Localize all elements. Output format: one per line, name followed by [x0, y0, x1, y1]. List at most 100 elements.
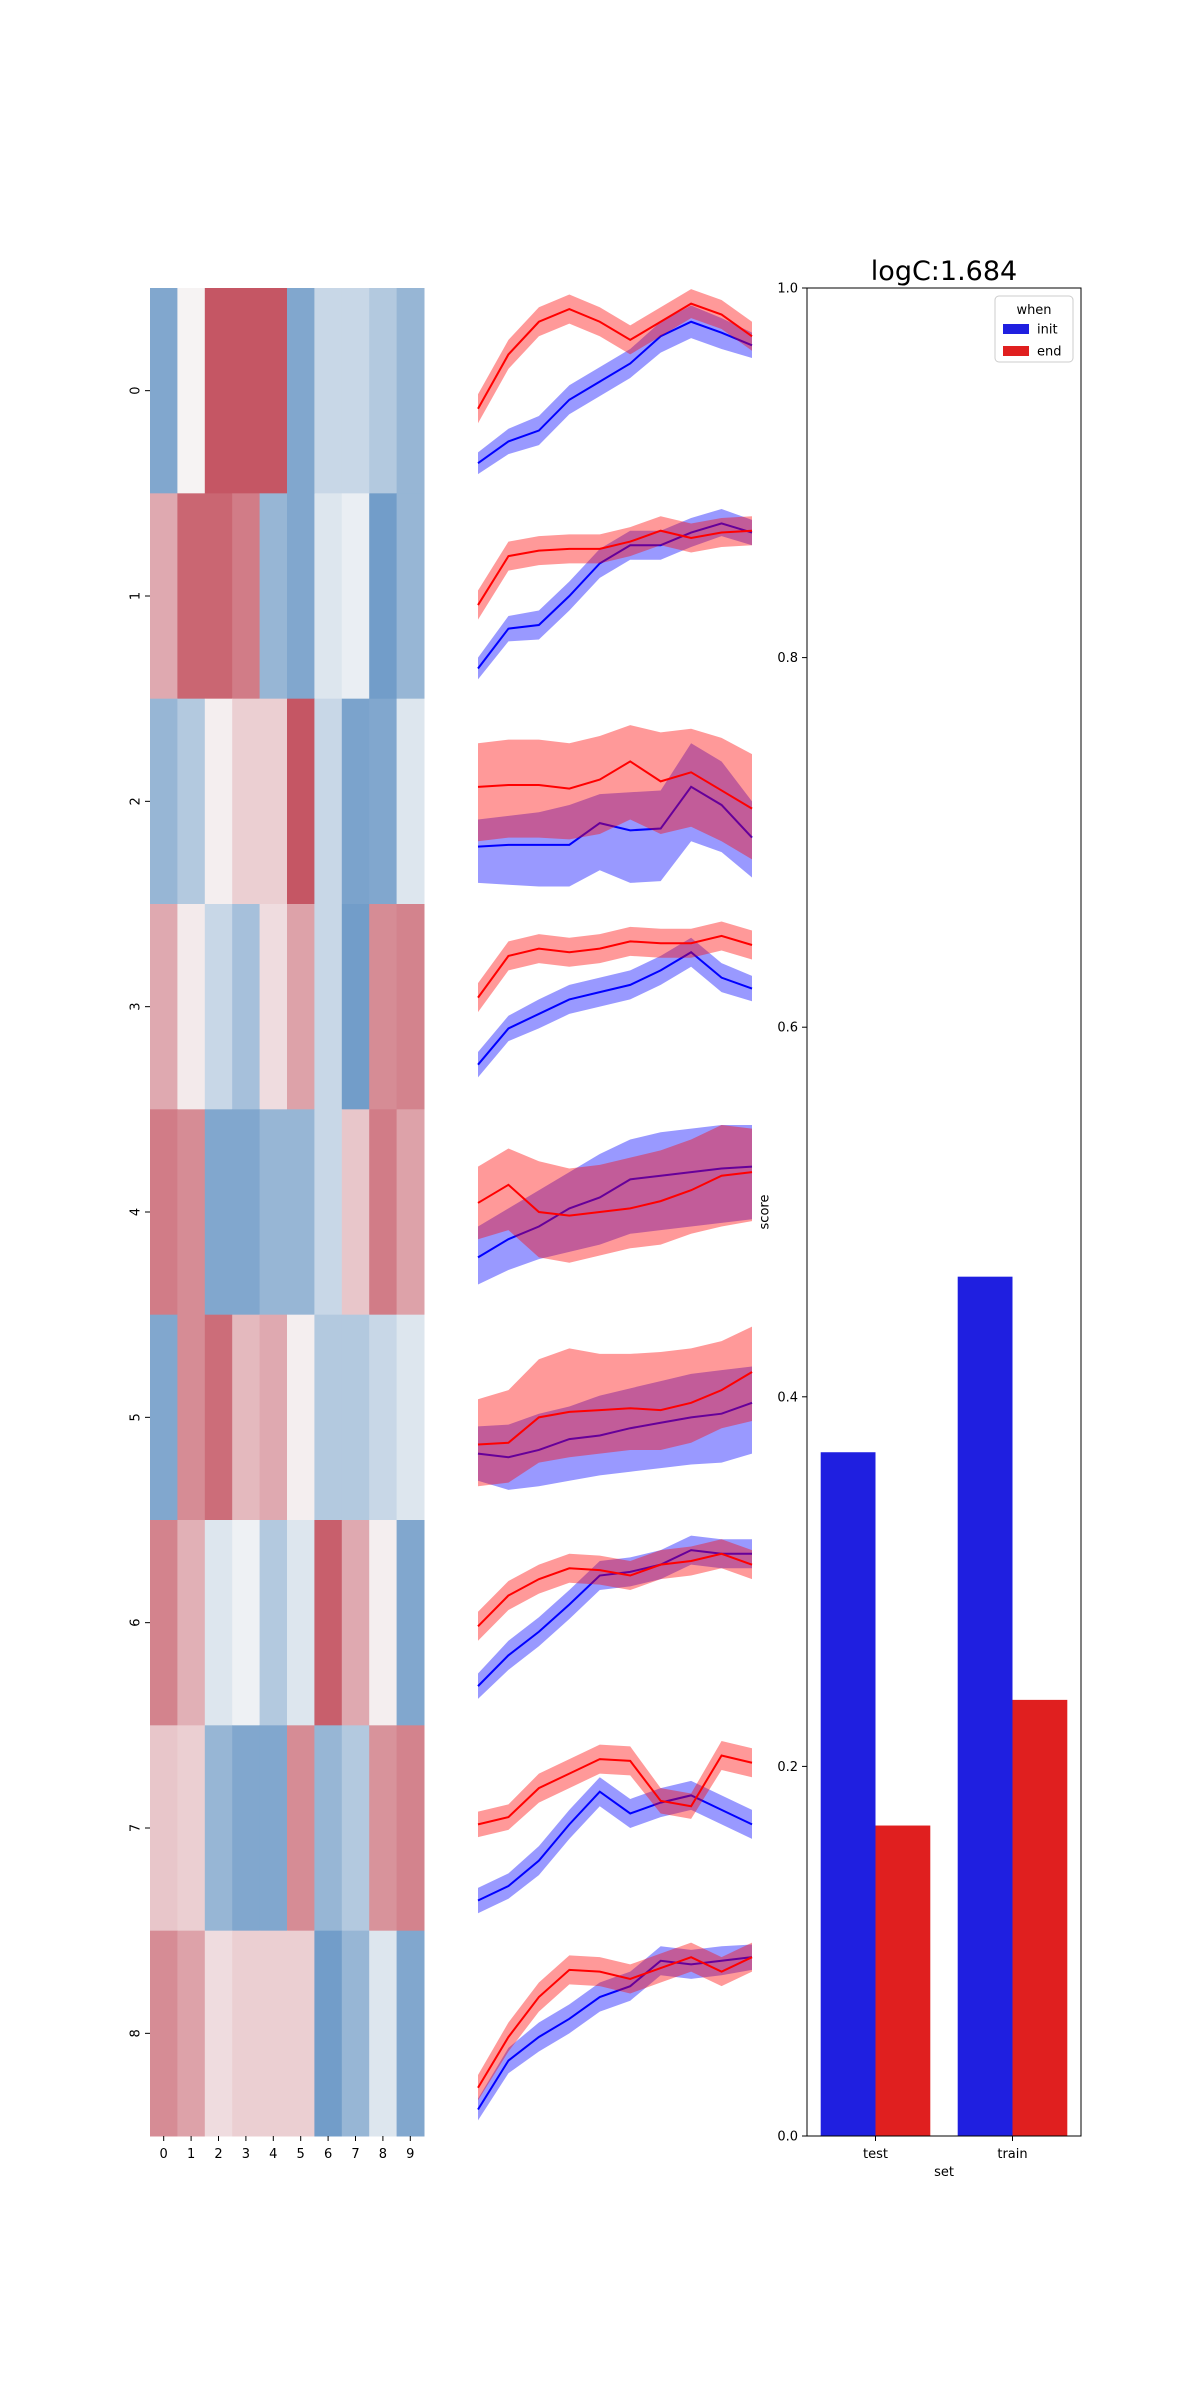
heatmap-cell — [287, 288, 315, 494]
heatmap-row-label: 3 — [129, 1003, 144, 1011]
heatmap-cell — [259, 1930, 288, 2137]
heatmap-cell — [150, 1930, 178, 2137]
heatmap-cell — [369, 1725, 398, 1932]
line-panel — [477, 725, 753, 887]
heatmap-cell — [396, 1109, 425, 1316]
line-panel — [477, 289, 753, 475]
series-end-line — [477, 1754, 753, 1826]
series-init-band — [478, 305, 752, 475]
heatmap-cell — [177, 288, 206, 494]
heatmap-cell — [287, 1520, 315, 1726]
line-panel — [477, 921, 753, 1078]
legend: when init end — [994, 295, 1074, 363]
series-init-band — [478, 743, 752, 887]
heatmap-column-label: 9 — [406, 2147, 414, 2162]
line-panel — [477, 1326, 753, 1490]
heatmap-cell — [232, 1520, 261, 1726]
heatmap-cell — [314, 1109, 343, 1316]
heatmap-cell — [204, 493, 233, 700]
x-tick-label: test — [863, 2147, 888, 2162]
heatmap-cell — [287, 904, 315, 1110]
y-tick-label: 0.6 — [777, 1021, 798, 1036]
heatmap-cell — [287, 1930, 315, 2137]
series-end-band — [478, 289, 752, 424]
heatmap-cell — [150, 1314, 178, 1521]
y-axis-label: score — [758, 1195, 773, 1230]
x-tick-label: train — [997, 2147, 1027, 2162]
heatmap-cell — [259, 1520, 288, 1726]
heatmap — [150, 288, 425, 2137]
bar-init-test — [820, 1452, 876, 2136]
bar-end-test — [875, 1825, 931, 2136]
series-init-line — [477, 522, 753, 670]
series-init-band — [478, 508, 752, 680]
heatmap-cell — [396, 1520, 425, 1726]
series-init-line — [477, 1790, 753, 1902]
heatmap-column-label: 6 — [324, 2147, 332, 2162]
series-end-line — [477, 1552, 753, 1627]
series-init-band — [478, 937, 752, 1078]
series-end-line — [477, 934, 753, 999]
series-end-band — [478, 1124, 752, 1263]
line-panel — [477, 1740, 753, 1914]
heatmap-cell — [232, 1314, 261, 1521]
bar-chart: 0.0 0.2 0.4 0.6 0.8 1.0 test train set score logC:… — [758, 256, 1082, 2180]
heatmap-cell — [396, 698, 425, 905]
x-axis-label: set — [934, 2165, 954, 2180]
heatmap-cell — [287, 698, 315, 905]
heatmap-cell — [369, 1520, 398, 1726]
heatmap-cell — [177, 1725, 206, 1932]
series-end-band — [478, 516, 752, 620]
heatmap-row-ticks: 0 1 2 3 4 5 6 7 8 — [129, 387, 150, 2037]
legend-box — [994, 295, 1074, 363]
line-panel — [477, 508, 753, 680]
legend-label-end: end — [1037, 345, 1062, 360]
series-init-line — [477, 785, 753, 848]
series-init-line — [477, 951, 753, 1066]
series-init-line — [477, 1956, 753, 2111]
series-end-band — [478, 725, 752, 860]
series-init-band — [478, 1124, 752, 1285]
heatmap-cell — [150, 1109, 178, 1316]
bar-axes-frame — [806, 287, 1082, 2137]
heatmap-cell — [314, 1725, 343, 1932]
heatmap-cell — [204, 698, 233, 905]
heatmap-cell — [232, 904, 261, 1110]
heatmap-cell — [369, 288, 398, 494]
heatmap-cell — [369, 1930, 398, 2137]
heatmap-cell — [287, 1109, 315, 1316]
heatmap-row-label: 7 — [129, 1824, 144, 1832]
series-end-band — [478, 1539, 752, 1641]
heatmap-cell — [341, 493, 370, 700]
heatmap-cell — [341, 1314, 370, 1521]
bar-end-train — [1012, 1699, 1068, 2136]
series-init-band — [478, 1535, 752, 1699]
y-tick-label: 1.0 — [777, 282, 798, 297]
heatmap-cell — [341, 1930, 370, 2137]
heatmap-cell — [177, 904, 206, 1110]
heatmap-cell — [259, 698, 288, 905]
series-init-line — [477, 1165, 753, 1259]
heatmap-cell — [314, 698, 343, 905]
line-panel — [477, 1535, 753, 1699]
heatmap-cell — [287, 493, 315, 700]
heatmap-column-label: 0 — [160, 2147, 168, 2162]
series-end-line — [477, 1371, 753, 1446]
heatmap-cell — [396, 288, 425, 494]
series-end-line — [477, 760, 753, 810]
heatmap-row-label: 8 — [129, 2029, 144, 2037]
heatmap-cell — [259, 1314, 288, 1521]
heatmap-cell — [341, 904, 370, 1110]
heatmap-column-ticks: 0 1 2 3 4 5 6 7 8 9 — [160, 2136, 414, 2162]
heatmap-column-label: 2 — [214, 2147, 222, 2162]
heatmap-cell — [314, 493, 343, 700]
heatmap-cell — [150, 493, 178, 700]
series-end-line — [477, 529, 753, 606]
heatmap-cell — [150, 288, 178, 494]
series-end-band — [478, 1942, 752, 2101]
line-panels — [477, 289, 753, 2121]
heatmap-cell — [341, 1725, 370, 1932]
heatmap-cell — [232, 1930, 261, 2137]
heatmap-cell — [150, 698, 178, 905]
bar-init-train — [957, 1276, 1013, 2136]
